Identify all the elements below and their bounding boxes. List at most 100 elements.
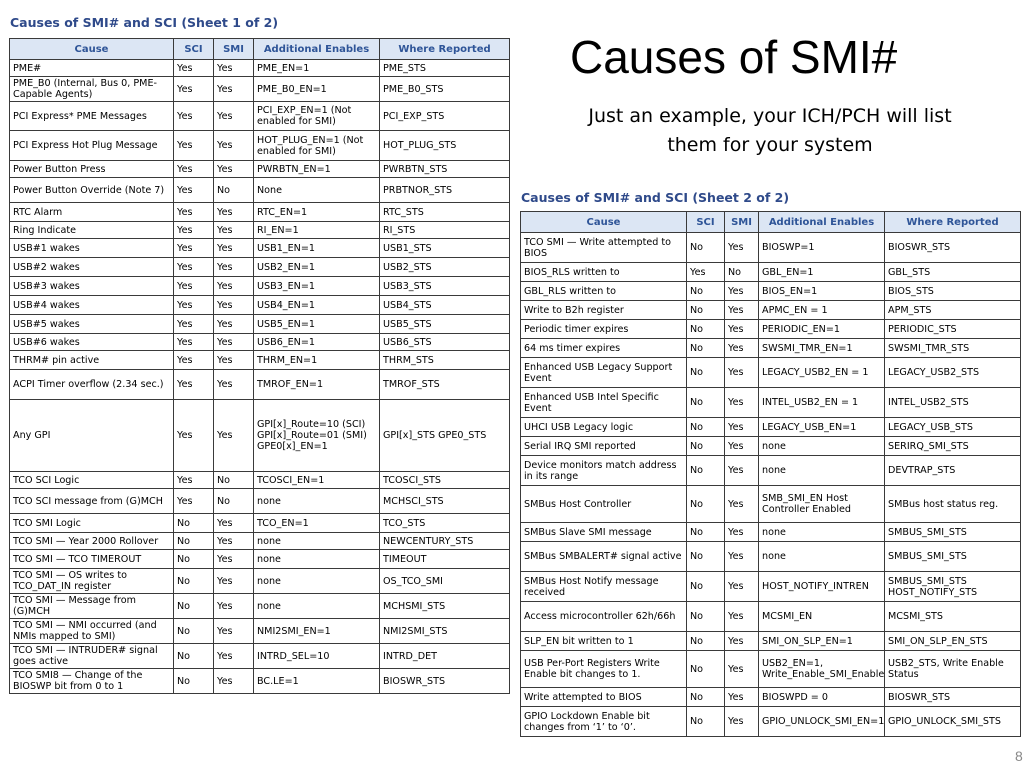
additional-enables-cell: none	[758, 541, 885, 572]
additional-enables-cell: none	[253, 568, 380, 594]
smi-cell: No	[213, 488, 254, 514]
table-row: Ring Indicate Yes Yes RI_EN=1 RI_STS	[9, 221, 510, 239]
additional-enables-cell: BIOS_EN=1	[758, 281, 885, 301]
additional-enables-cell: none	[758, 436, 885, 456]
col-header-smi: SMI	[213, 38, 254, 60]
cause-cell: PME_B0 (Internal, Bus 0, PME-Capable Age…	[9, 76, 174, 102]
smi-cell: Yes	[213, 399, 254, 472]
cause-cell: USB#3 wakes	[9, 276, 174, 296]
where-reported-cell: TMROF_STS	[379, 369, 510, 400]
additional-enables-cell: USB3_EN=1	[253, 276, 380, 296]
additional-enables-cell: SWSMI_TMR_EN=1	[758, 338, 885, 358]
cause-cell: Enhanced USB Intel Specific Event	[520, 387, 687, 418]
additional-enables-cell: none	[253, 593, 380, 619]
additional-enables-cell: none	[253, 532, 380, 550]
table-row: PCI Express Hot Plug Message Yes Yes HOT_PL…	[9, 130, 510, 161]
cause-cell: TCO SCI message from (G)MCH	[9, 488, 174, 514]
sci-cell: No	[686, 436, 725, 456]
smi-cell: Yes	[213, 568, 254, 594]
additional-enables-cell: BC.LE=1	[253, 668, 380, 694]
cause-cell: SMBus Host Controller	[520, 485, 687, 523]
where-reported-cell: GPIO_UNLOCK_SMI_STS	[884, 706, 1021, 737]
sci-cell: No	[686, 485, 725, 523]
sci-cell: No	[686, 338, 725, 358]
table-row: GPIO Lockdown Enable bit changes from ‘1…	[520, 706, 1021, 737]
where-reported-cell: SWSMI_TMR_STS	[884, 338, 1021, 358]
sci-cell: Yes	[173, 202, 214, 222]
where-reported-cell: USB5_STS	[379, 314, 510, 334]
where-reported-cell: BIOSWR_STS	[884, 687, 1021, 707]
table-row: USB#2 wakes Yes Yes USB2_EN=1 USB2_STS	[9, 257, 510, 277]
where-reported-cell: APM_STS	[884, 300, 1021, 320]
smi-cell: Yes	[213, 295, 254, 315]
sci-cell: No	[173, 513, 214, 533]
cause-cell: TCO SMI — Write attempted to BIOS	[520, 232, 687, 263]
slide-subtitle: Just an example, your ICH/PCH will list …	[560, 102, 980, 160]
sci-cell: Yes	[173, 488, 214, 514]
sheet1-title: Causes of SMI# and SCI (Sheet 1 of 2)	[10, 15, 279, 30]
cause-cell: GPIO Lockdown Enable bit changes from ‘1…	[520, 706, 687, 737]
where-reported-cell: PCI_EXP_STS	[379, 101, 510, 131]
additional-enables-cell: USB1_EN=1	[253, 238, 380, 258]
table-row: RTC Alarm Yes Yes RTC_EN=1 RTC_STS	[9, 202, 510, 222]
smi-cell: Yes	[724, 601, 759, 632]
where-reported-cell: THRM_STS	[379, 350, 510, 370]
additional-enables-cell: LEGACY_USB2_EN = 1	[758, 357, 885, 388]
additional-enables-cell: none	[253, 549, 380, 569]
smi-cell: Yes	[724, 232, 759, 263]
cause-cell: PCI Express* PME Messages	[9, 101, 174, 131]
smi-cell: Yes	[213, 369, 254, 400]
sci-cell: No	[173, 532, 214, 550]
table-row: PME# Yes Yes PME_EN=1 PME_STS	[9, 59, 510, 77]
table-row: TCO SMI — TCO TIMEROUT No Yes none TIMEOUT	[9, 549, 510, 569]
smi-cell: No	[724, 262, 759, 282]
table-row: PME_B0 (Internal, Bus 0, PME-Capable Age…	[9, 76, 510, 102]
table-row: USB#6 wakes Yes Yes USB6_EN=1 USB6_STS	[9, 333, 510, 351]
sci-cell: Yes	[173, 471, 214, 489]
table-row: TCO SMI — INTRUDER# signal goes active No…	[9, 643, 510, 669]
cause-cell: SLP_EN bit written to 1	[520, 631, 687, 651]
sci-cell: No	[686, 232, 725, 263]
cause-cell: Serial IRQ SMI reported	[520, 436, 687, 456]
smi-cell: Yes	[724, 417, 759, 437]
table-row: USB#4 wakes Yes Yes USB4_EN=1 USB4_STS	[9, 295, 510, 315]
smi-cell: Yes	[724, 319, 759, 339]
smi-cell: Yes	[213, 202, 254, 222]
cause-cell: TCO SMI — Message from (G)MCH	[9, 593, 174, 619]
where-reported-cell: GPI[x]_STS GPE0_STS	[379, 399, 510, 472]
sheet2-header-row: Cause SCI SMI Additional Enables Where R…	[520, 211, 1021, 233]
table-row: Power Button Press Yes Yes PWRBTN_EN=1 PWRBT…	[9, 160, 510, 178]
smi-cell: Yes	[724, 300, 759, 320]
smi-cell: Yes	[213, 257, 254, 277]
sci-cell: No	[686, 417, 725, 437]
where-reported-cell: NMI2SMI_STS	[379, 618, 510, 644]
where-reported-cell: DEVTRAP_STS	[884, 455, 1021, 486]
table-row: PCI Express* PME Messages Yes Yes PCI_EXP_E…	[9, 101, 510, 131]
cause-cell: PME#	[9, 59, 174, 77]
additional-enables-cell: PME_EN=1	[253, 59, 380, 77]
cause-cell: GBL_RLS written to	[520, 281, 687, 301]
smi-cell: Yes	[213, 160, 254, 178]
table-row: USB Per-Port Registers Write Enable bit …	[520, 650, 1021, 688]
smi-cell: Yes	[724, 357, 759, 388]
where-reported-cell: SMI_ON_SLP_EN_STS	[884, 631, 1021, 651]
page-number: 8	[1015, 748, 1023, 764]
where-reported-cell: PME_STS	[379, 59, 510, 77]
smi-cell: Yes	[213, 76, 254, 102]
where-reported-cell: BIOSWR_STS	[379, 668, 510, 694]
sci-cell: No	[686, 300, 725, 320]
table-row: TCO SMI — OS writes to TCO_DAT_IN regist…	[9, 568, 510, 594]
smi-cell: Yes	[724, 338, 759, 358]
sci-cell: No	[173, 643, 214, 669]
sci-cell: Yes	[173, 314, 214, 334]
smi-cell: Yes	[724, 485, 759, 523]
cause-cell: THRM# pin active	[9, 350, 174, 370]
additional-enables-cell: USB2_EN=1	[253, 257, 380, 277]
table-row: BIOS_RLS written to Yes No GBL_EN=1 GBL_STS	[520, 262, 1021, 282]
sci-cell: No	[686, 387, 725, 418]
sci-cell: No	[173, 668, 214, 694]
additional-enables-cell: RI_EN=1	[253, 221, 380, 239]
smi-cell: Yes	[213, 513, 254, 533]
sci-cell: Yes	[173, 350, 214, 370]
